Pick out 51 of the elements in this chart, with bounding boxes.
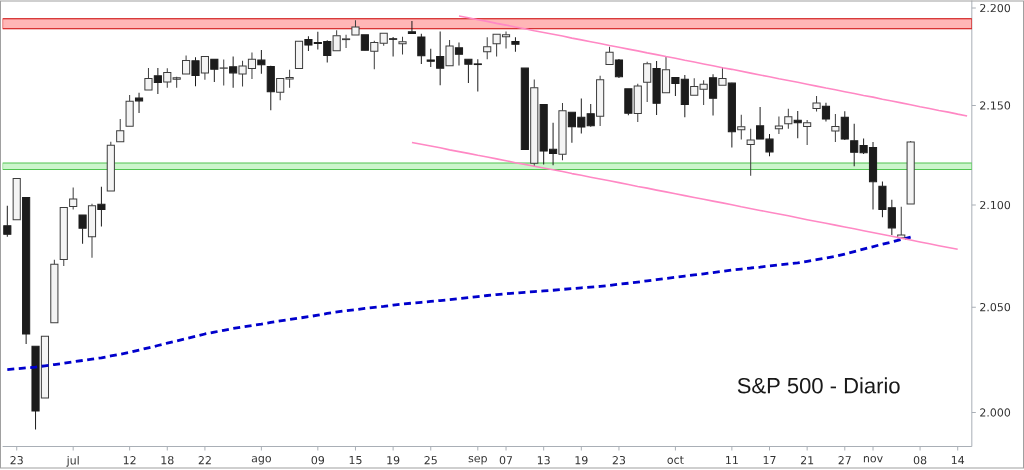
x-tick-label: 21 [800,456,814,465]
candlestick [821,102,831,123]
candlestick [652,60,661,116]
x-tick-label: 12 [123,456,136,465]
x-tick-label: 13 [537,456,550,465]
candlestick [229,56,238,89]
x-tick-label: jul [66,456,79,467]
x-tick-label: 27 [838,456,851,465]
candlestick [511,36,520,53]
x-tick-label: 11 [726,456,738,465]
x-tick-label: 09 [311,456,325,465]
x-tick-label: 23 [612,456,626,465]
candlestick [87,203,97,259]
y-tick-label: 2.150 [980,101,1011,110]
x-tick-label: nov [863,456,883,463]
y-tick-label: 2.200 [980,3,1011,13]
candlestick [746,128,755,177]
candlestick [134,92,144,114]
x-tick-label: 19 [387,456,400,465]
candlestick [803,119,812,146]
candlestick [3,205,12,238]
candlestick [257,49,266,75]
candlestick [389,36,398,57]
candlestick [708,73,718,117]
x-tick-label: ago [251,456,271,465]
y-tick-label: 2.050 [980,302,1011,312]
candlestick [454,41,464,66]
candlestick [407,20,417,34]
candlestick [774,116,783,135]
candlestick [831,113,840,143]
candlestick [737,114,746,141]
candlestick [153,67,162,95]
y-tick-label: 2.000 [980,408,1011,417]
y-tick-label: 2.100 [980,200,1011,210]
x-tick-label: 25 [424,456,437,465]
candlestick [191,56,200,87]
x-tick-label: 08 [913,456,927,465]
candlestick [97,186,106,228]
x-tick-label: sep [468,456,487,465]
candlestick [219,58,228,87]
x-tick-label: 22 [198,456,211,465]
x-tick-label: 14 [951,456,965,465]
candlestick [596,75,605,127]
x-tick-label: 07 [499,456,513,465]
x-tick-label: 17 [763,456,776,465]
x-tick-label: oct [667,456,684,464]
x-tick-label: 18 [161,456,174,465]
text: S&P 500 - Diario [737,377,900,394]
x-tick-label: 15 [349,456,362,465]
x-tick-label: 23 [10,456,23,465]
x-tick-label: 19 [575,456,588,465]
